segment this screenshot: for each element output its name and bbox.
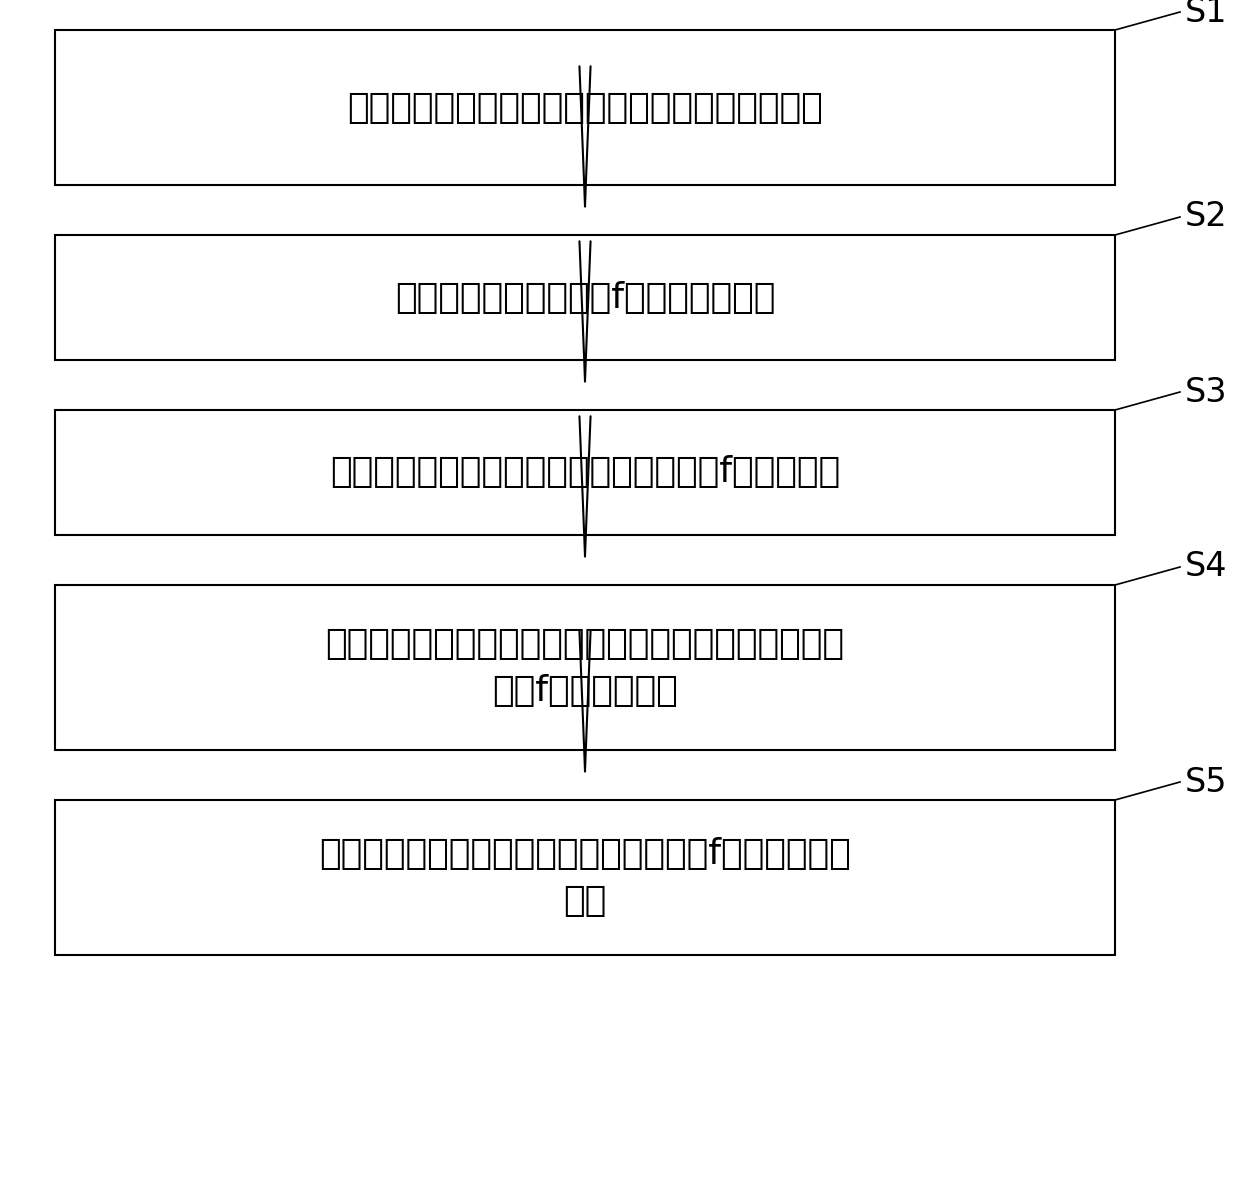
Bar <box>55 234 1115 361</box>
Text: 准直的太赫兹波束经目标透射后得到第一透射波束: 准直的太赫兹波束经目标透射后得到第一透射波束 <box>347 90 823 125</box>
Bar <box>55 800 1115 956</box>
Text: S1: S1 <box>1185 0 1228 29</box>
Text: 第一透射波束经第一透镜调制后传播距离f到达频谱面: 第一透射波束经第一透镜调制后传播距离f到达频谱面 <box>330 456 839 489</box>
Bar <box>55 30 1115 184</box>
Bar <box>55 585 1115 750</box>
Text: 第二透射波束经过位于频谱面的螺旋相位板调制后传播
距离f到达第二透镜: 第二透射波束经过位于频谱面的螺旋相位板调制后传播 距离f到达第二透镜 <box>325 627 844 708</box>
Text: S3: S3 <box>1185 376 1228 408</box>
Text: S2: S2 <box>1185 200 1228 233</box>
Text: 第三透射波束经第二透镜调制后传播距离f被太赫兹相机
接收: 第三透射波束经第二透镜调制后传播距离f被太赫兹相机 接收 <box>319 837 851 919</box>
Text: 第一透射波束传播距离f后到达第一透镜: 第一透射波束传播距离f后到达第一透镜 <box>394 281 775 314</box>
Text: S5: S5 <box>1185 765 1228 798</box>
Text: S4: S4 <box>1185 551 1228 583</box>
Bar <box>55 411 1115 536</box>
